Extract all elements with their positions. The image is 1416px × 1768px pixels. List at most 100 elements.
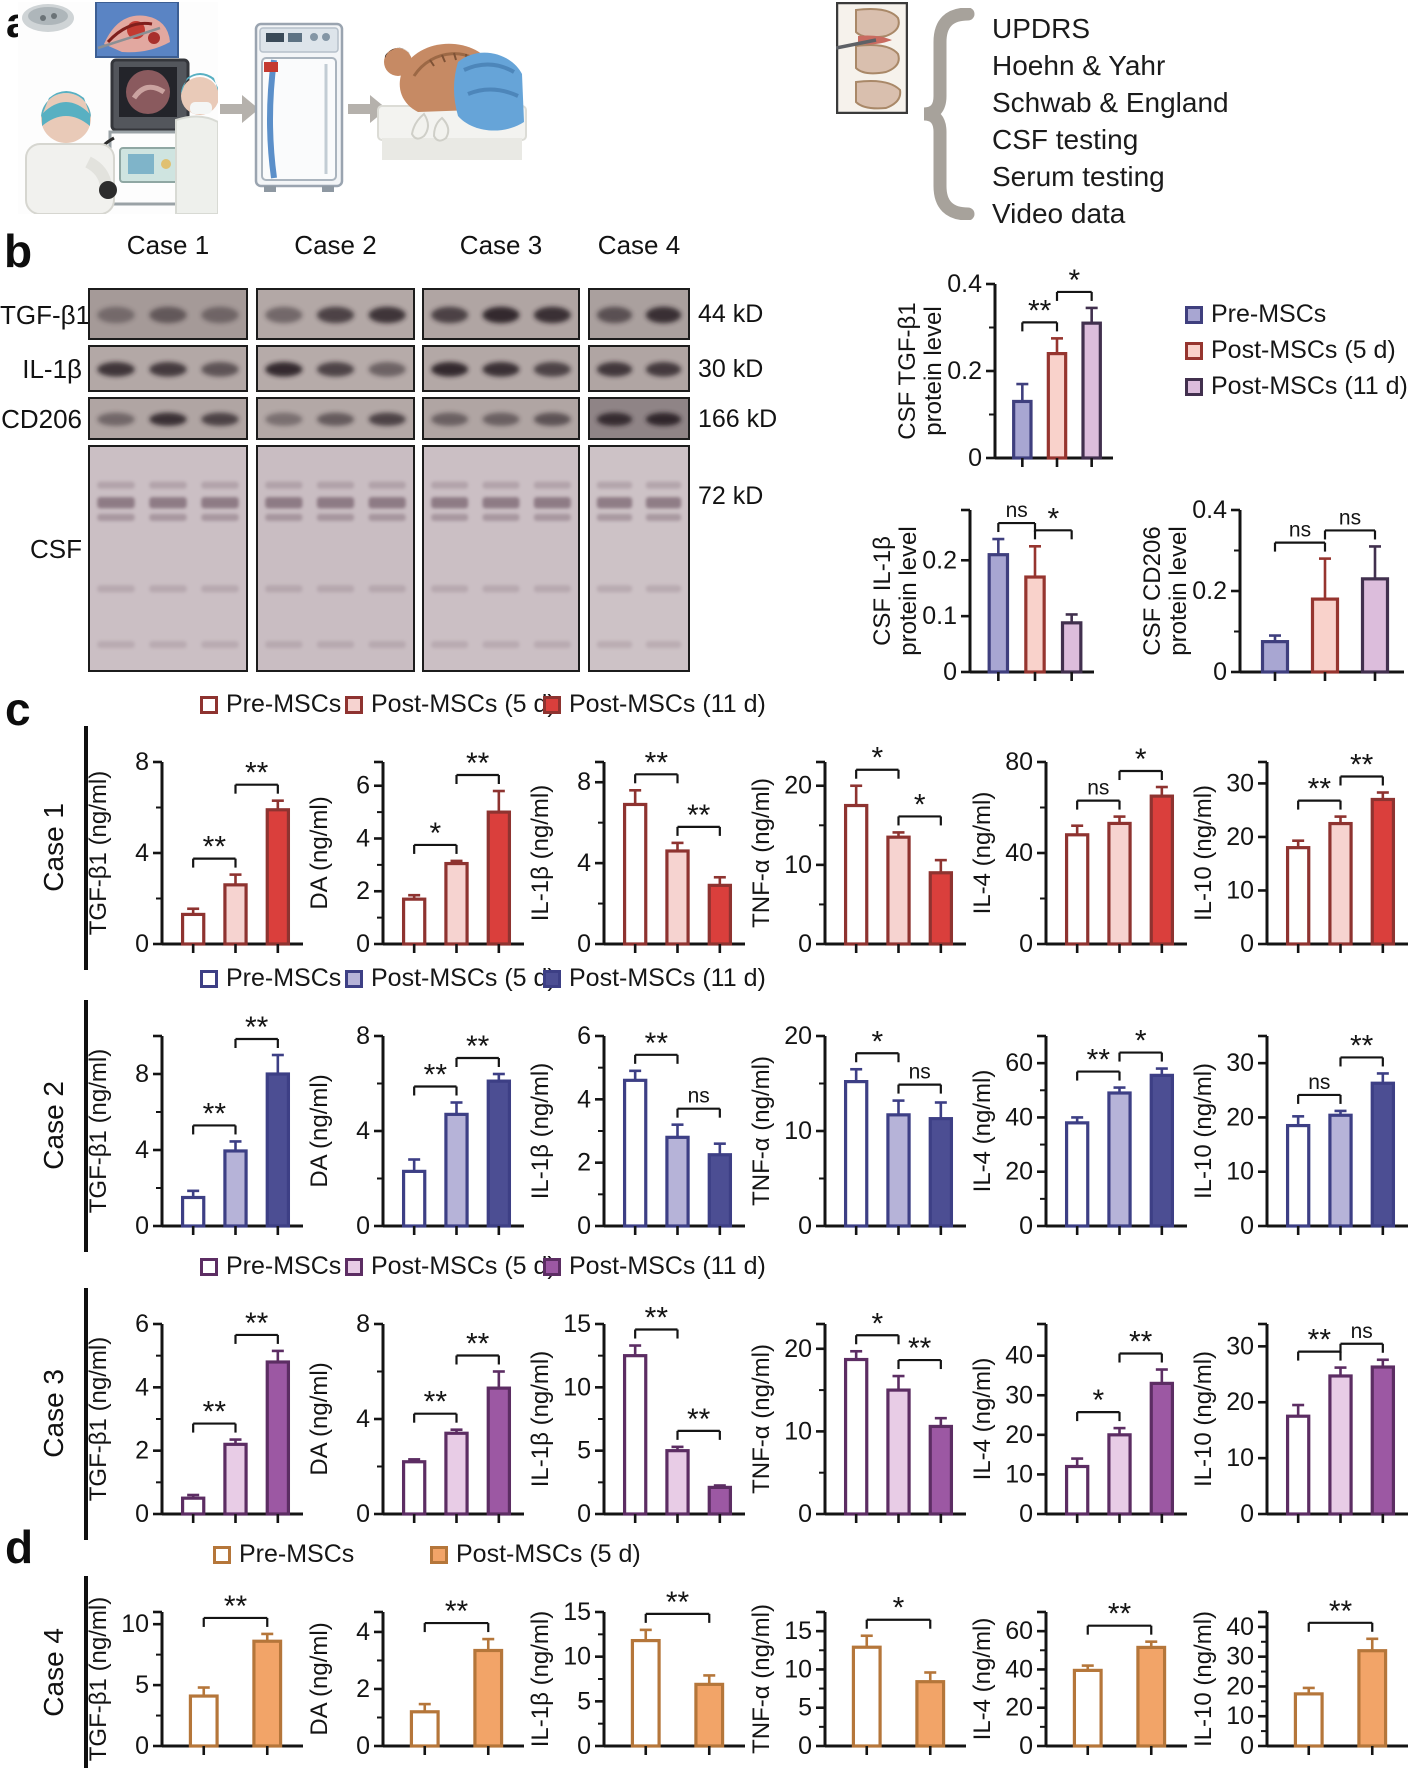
- svg-text:**: **: [687, 799, 711, 832]
- chart-case2-da: 0 4 8 ** ** DA (ng/ml): [306, 1002, 530, 1248]
- assessment-item: Schwab & England: [992, 87, 1229, 118]
- svg-text:**: **: [466, 1328, 490, 1361]
- svg-text:10: 10: [784, 1655, 812, 1683]
- legend-case2: Pre-MSCs Post-MSCs (5 d) Post-MSCs (11 d): [0, 964, 1416, 998]
- legend-item: Pre-MSCs: [213, 1540, 354, 1569]
- svg-text:5: 5: [577, 1687, 591, 1715]
- svg-text:10: 10: [121, 1610, 149, 1638]
- svg-text:TNF-α (ng/ml): TNF-α (ng/ml): [748, 1604, 775, 1754]
- kd-label-72: 72 kD: [698, 482, 764, 510]
- legend-panel-b: Pre-MSCs Post-MSCs (5 d) Post-MSCs (11 d): [1185, 300, 1408, 401]
- blot-row-label-tgfb1: TGF-β1: [0, 300, 91, 330]
- svg-text:30: 30: [1226, 769, 1254, 797]
- blot-TGF-β1-case4: [588, 288, 690, 340]
- svg-text:**: **: [245, 1307, 269, 1340]
- svg-text:10: 10: [563, 1643, 591, 1671]
- svg-text:**: **: [466, 1030, 490, 1063]
- svg-text:40: 40: [1005, 1342, 1033, 1370]
- svg-text:*: *: [429, 817, 441, 850]
- svg-text:0: 0: [1240, 1500, 1254, 1528]
- legend-swatch-icon: [1185, 377, 1203, 396]
- svg-text:4: 4: [577, 849, 591, 877]
- svg-text:20: 20: [1005, 1421, 1033, 1449]
- chart-csf-tgfb1-protein: 0 0.2 0.4 ** * CSF TGF-β1 protein level: [893, 250, 1119, 480]
- svg-text:ns: ns: [909, 1061, 931, 1084]
- assessment-item: Serum testing: [992, 161, 1165, 192]
- svg-text:**: **: [1028, 294, 1052, 327]
- legend-swatch-icon: [200, 695, 218, 714]
- svg-text:60: 60: [1005, 1617, 1033, 1645]
- svg-text:**: **: [424, 1386, 448, 1419]
- case2-row-label-group: Case 2: [26, 1002, 82, 1248]
- svg-text:**: **: [203, 1396, 227, 1429]
- svg-text:10: 10: [1226, 1158, 1254, 1186]
- svg-text:DA (ng/ml): DA (ng/ml): [306, 1362, 333, 1475]
- svg-text:CSF TGF-β1: CSF TGF-β1: [894, 302, 921, 439]
- legend-item: Post-MSCs (11 d): [1185, 372, 1408, 401]
- legend-item: Post-MSCs (11 d): [543, 964, 766, 993]
- svg-text:*: *: [1068, 264, 1080, 297]
- svg-text:10: 10: [1005, 1460, 1033, 1488]
- chart-case3-tgfb1: 0 2 4 6 ** ** TGF-β1 (ng/ml): [85, 1290, 309, 1536]
- chart-case1-il10: 0 10 20 30 ** ** IL-10 (ng/ml): [1190, 728, 1414, 966]
- svg-text:0: 0: [135, 1732, 149, 1760]
- legend-label: Pre-MSCs: [226, 690, 342, 718]
- svg-text:5: 5: [135, 1671, 149, 1699]
- svg-text:4: 4: [356, 824, 370, 852]
- svg-text:20: 20: [1226, 1388, 1254, 1416]
- svg-text:0: 0: [577, 930, 591, 958]
- legend-swatch-icon: [345, 695, 363, 714]
- svg-text:**: **: [245, 1011, 269, 1044]
- chart-case4-tgfb1: 0 5 10 ** TGF-β1 (ng/ml): [85, 1578, 309, 1768]
- assessment-item: Video data: [992, 198, 1126, 229]
- legend-label: Post-MSCs (5 d): [371, 1252, 556, 1280]
- svg-text:**: **: [1087, 1044, 1111, 1077]
- svg-text:0.4: 0.4: [1192, 496, 1227, 524]
- case2-row-bar: [84, 1000, 88, 1252]
- case1-row-bar: [84, 726, 88, 970]
- case4-row-bar: [84, 1576, 88, 1768]
- chart-case2-tnfa: 0 10 20 * ns TNF-α (ng/ml): [748, 1002, 972, 1248]
- svg-text:0: 0: [798, 930, 812, 958]
- svg-text:30: 30: [1226, 1643, 1254, 1671]
- case1-row-label: Case 1: [38, 802, 69, 892]
- legend-item: Post-MSCs (5 d): [345, 690, 556, 719]
- spine-needle-inset-illustration: [836, 2, 908, 114]
- svg-text:protein level: protein level: [920, 306, 947, 435]
- legend-label: Post-MSCs (11 d): [569, 1252, 766, 1280]
- svg-text:**: **: [666, 1586, 690, 1619]
- svg-text:*: *: [1135, 743, 1147, 776]
- chart-case1-tnfa: 0 10 20 * * TNF-α (ng/ml): [748, 728, 972, 966]
- svg-text:TGF-β1 (ng/ml): TGF-β1 (ng/ml): [85, 771, 112, 935]
- chart-case4-il10: 0 10 20 30 40 ** IL-10 (ng/ml): [1190, 1578, 1414, 1768]
- svg-text:8: 8: [356, 1310, 370, 1338]
- legend-swatch-icon: [543, 1257, 561, 1276]
- blot-IL-1β-case4: [588, 345, 690, 392]
- legend-item: Post-MSCs (5 d): [345, 964, 556, 993]
- chart-case2-il4: 0 20 40 60 ** * IL-4 (ng/ml): [969, 1002, 1193, 1248]
- svg-text:0.1: 0.1: [922, 602, 957, 630]
- svg-text:TNF-α (ng/ml): TNF-α (ng/ml): [748, 1056, 775, 1206]
- svg-text:30: 30: [1226, 1332, 1254, 1360]
- blot-TGF-β1-case1: [88, 288, 248, 340]
- svg-text:0: 0: [356, 1500, 370, 1528]
- blot-CD206-case3: [422, 397, 580, 440]
- blot-CSF-case2: [256, 445, 415, 672]
- chart-case2-il1b: 0 2 4 6 ** ns IL-1β (ng/ml): [527, 1002, 751, 1248]
- svg-text:IL-10 (ng/ml): IL-10 (ng/ml): [1190, 1611, 1217, 1747]
- chart-case3-da: 0 4 8 ** ** DA (ng/ml): [306, 1290, 530, 1536]
- svg-text:4: 4: [356, 1117, 370, 1145]
- svg-text:0: 0: [356, 1732, 370, 1760]
- assessment-item: UPDRS: [992, 13, 1091, 44]
- panel-c-label: c: [5, 683, 31, 735]
- svg-text:**: **: [245, 757, 269, 790]
- svg-text:40: 40: [1005, 1103, 1033, 1131]
- svg-text:0: 0: [577, 1732, 591, 1760]
- svg-text:0: 0: [1019, 930, 1033, 958]
- svg-text:2: 2: [356, 877, 370, 905]
- svg-text:30: 30: [1226, 1049, 1254, 1077]
- svg-text:**: **: [1308, 773, 1332, 806]
- svg-text:40: 40: [1226, 1613, 1254, 1641]
- svg-text:ns: ns: [1351, 1320, 1373, 1343]
- svg-text:20: 20: [1226, 823, 1254, 851]
